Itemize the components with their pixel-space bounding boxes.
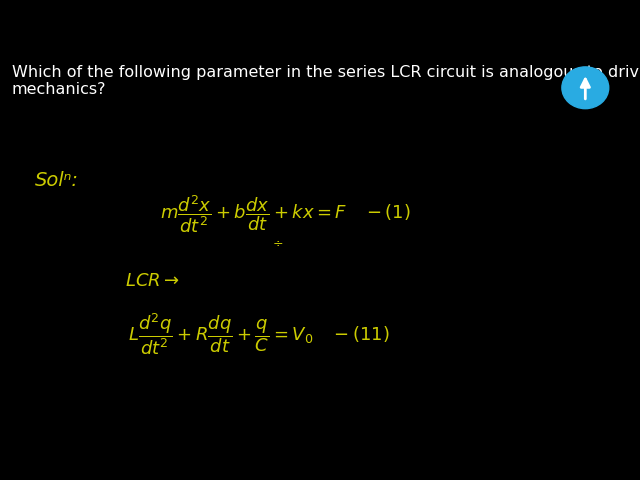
Text: $LCR\rightarrow$: $LCR\rightarrow$ [125, 272, 180, 290]
Text: $L\dfrac{d^2q}{dt^2} + R\dfrac{dq}{dt} + \dfrac{q}{C} = V_0 \quad -(11)$: $L\dfrac{d^2q}{dt^2} + R\dfrac{dq}{dt} +… [128, 311, 390, 357]
Text: Solⁿ:: Solⁿ: [35, 170, 79, 190]
Text: toppr: toppr [570, 117, 600, 127]
Text: Which of the following parameter in the series LCR circuit is analogous to drivi: Which of the following parameter in the … [12, 65, 640, 97]
Text: $\div$: $\div$ [272, 236, 284, 249]
Circle shape [562, 67, 609, 108]
Text: $m\dfrac{d^2x}{dt^2} + b\dfrac{dx}{dt} + kx = F \quad -(1)$: $m\dfrac{d^2x}{dt^2} + b\dfrac{dx}{dt} +… [160, 192, 411, 235]
